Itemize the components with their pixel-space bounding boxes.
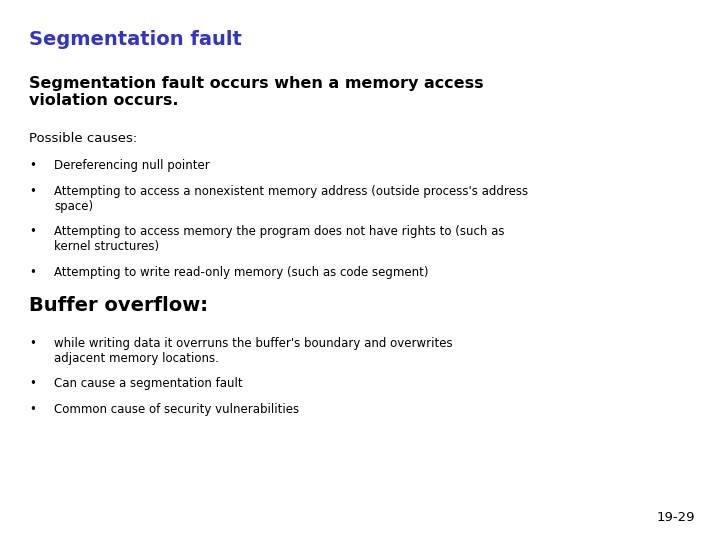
Text: •: • [29, 225, 36, 238]
Text: Attempting to access memory the program does not have rights to (such as
kernel : Attempting to access memory the program … [54, 225, 505, 253]
Text: while writing data it overruns the buffer's boundary and overwrites
adjacent mem: while writing data it overruns the buffe… [54, 337, 453, 365]
Text: Attempting to write read-only memory (such as code segment): Attempting to write read-only memory (su… [54, 266, 428, 279]
Text: Can cause a segmentation fault: Can cause a segmentation fault [54, 377, 243, 390]
Text: Dereferencing null pointer: Dereferencing null pointer [54, 159, 210, 172]
Text: Possible causes:: Possible causes: [29, 132, 137, 145]
Text: •: • [29, 185, 36, 198]
Text: •: • [29, 337, 36, 350]
Text: Attempting to access a nonexistent memory address (outside process's address
spa: Attempting to access a nonexistent memor… [54, 185, 528, 213]
Text: Common cause of security vulnerabilities: Common cause of security vulnerabilities [54, 403, 299, 416]
Text: •: • [29, 403, 36, 416]
Text: Buffer overflow:: Buffer overflow: [29, 296, 208, 315]
Text: Segmentation fault: Segmentation fault [29, 30, 242, 49]
Text: •: • [29, 159, 36, 172]
Text: •: • [29, 266, 36, 279]
Text: •: • [29, 377, 36, 390]
Text: Segmentation fault occurs when a memory access
violation occurs.: Segmentation fault occurs when a memory … [29, 76, 483, 108]
Text: 19-29: 19-29 [657, 511, 695, 524]
